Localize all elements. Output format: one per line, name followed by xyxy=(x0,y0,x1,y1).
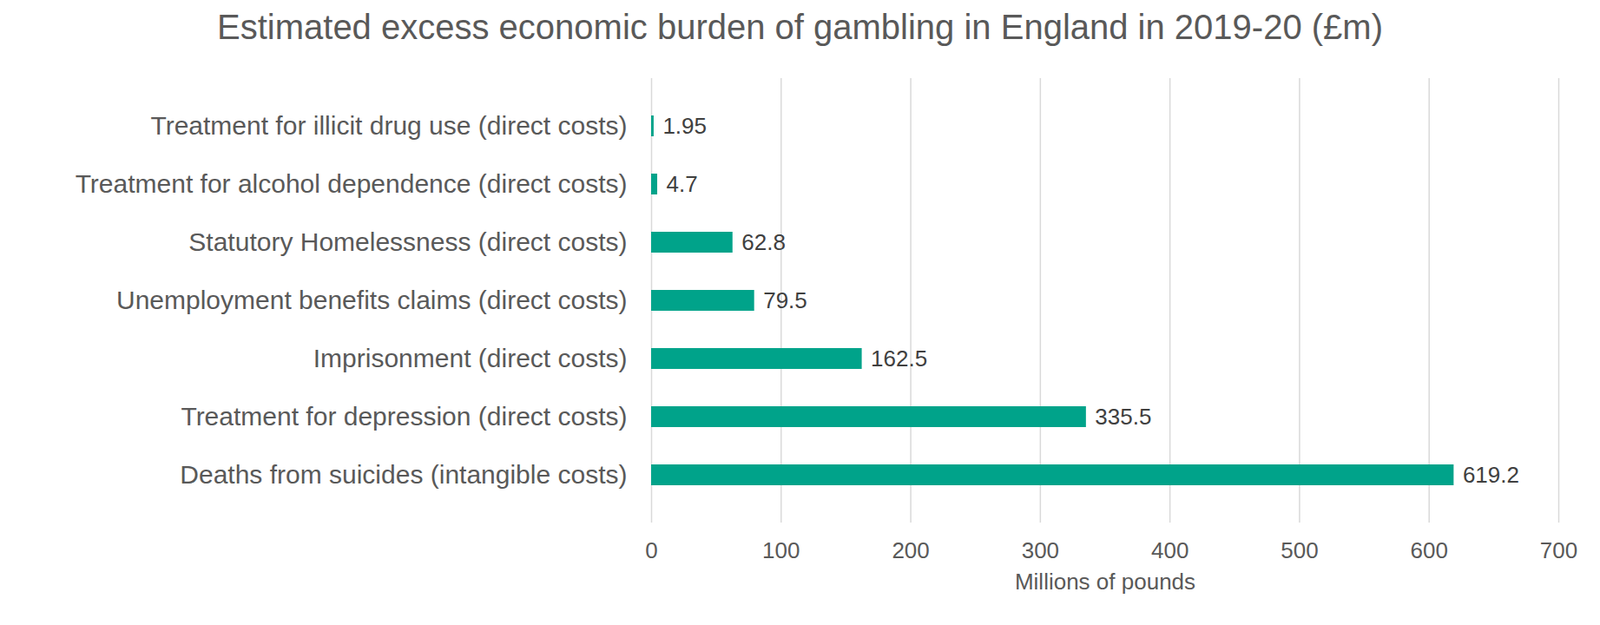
html-text:Estimated excess economic burd: Estimated excess economic burden of gamb… xyxy=(217,7,1383,47)
svg-text:62.8: 62.8 xyxy=(741,229,786,256)
svg-text:Unemployment benefits claims (: Unemployment benefits claims (direct cos… xyxy=(116,285,628,315)
svg-text:4.7: 4.7 xyxy=(666,171,698,198)
svg-text:Millions of pounds: Millions of pounds xyxy=(1014,568,1196,595)
svg-text:335.5: 335.5 xyxy=(1094,403,1152,430)
svg-text:79.5: 79.5 xyxy=(763,287,808,314)
svg-text:600: 600 xyxy=(1410,537,1449,564)
svg-text:700: 700 xyxy=(1540,537,1578,564)
svg-text:Imprisonment (direct costs): Imprisonment (direct costs) xyxy=(313,343,628,373)
svg-text:Statutory Homelessness (direct: Statutory Homelessness (direct costs) xyxy=(188,227,627,257)
svg-text:619.2: 619.2 xyxy=(1462,461,1520,488)
svg-text:Treatment for depression (dire: Treatment for depression (direct costs) xyxy=(180,401,627,431)
svg-text:162.5: 162.5 xyxy=(870,345,928,372)
svg-text:300: 300 xyxy=(1021,537,1060,564)
svg-text:Treatment for alcohol dependen: Treatment for alcohol dependence (direct… xyxy=(75,169,628,198)
svg-text:0: 0 xyxy=(645,537,658,564)
svg-text:400: 400 xyxy=(1151,537,1189,564)
svg-text:1.95: 1.95 xyxy=(662,112,707,139)
svg-text:100: 100 xyxy=(762,537,800,564)
svg-text:Treatment for illicit drug use: Treatment for illicit drug use (direct c… xyxy=(150,111,627,140)
svg-text:Deaths from suicides (intangib: Deaths from suicides (intangible costs) xyxy=(179,460,627,489)
svg-text:200: 200 xyxy=(891,537,929,564)
svg-text:500: 500 xyxy=(1280,537,1318,564)
